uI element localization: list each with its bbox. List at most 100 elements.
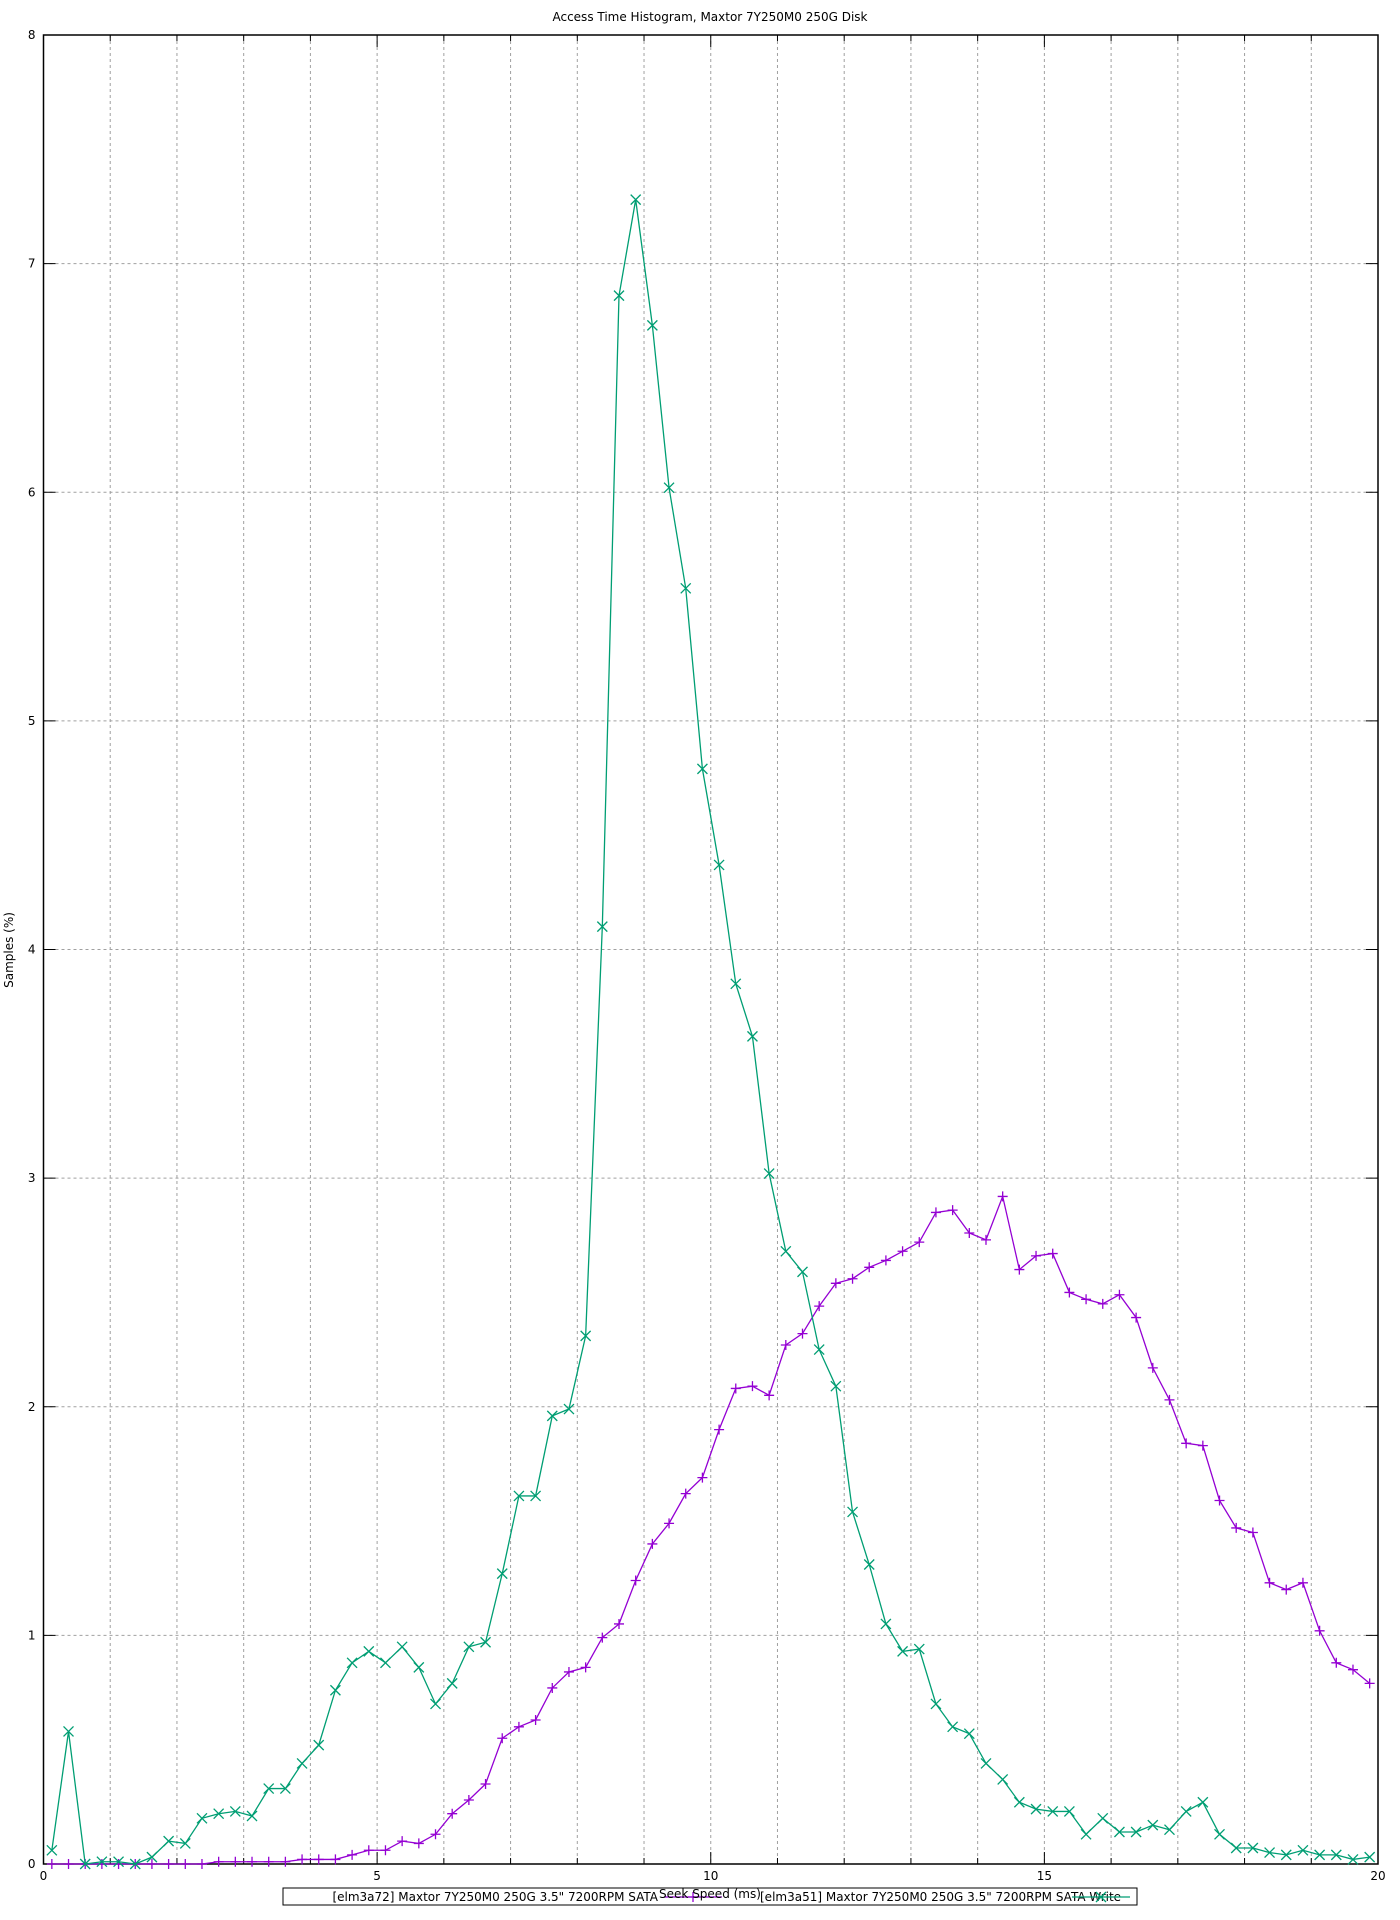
data-point [614, 1618, 625, 1629]
data-point [329, 1684, 341, 1696]
data-point [1214, 1495, 1225, 1506]
data-point [163, 1835, 175, 1847]
series-1 [46, 1191, 1375, 1869]
data-point [663, 482, 675, 494]
data-point [714, 1424, 725, 1435]
data-point [96, 1856, 108, 1868]
legend-label-series-1: [elm3a72] Maxtor 7Y250M0 250G 3.5" 7200R… [332, 1890, 658, 1904]
data-point [480, 1636, 492, 1648]
data-point [196, 1812, 208, 1824]
data-point [947, 1205, 958, 1216]
data-point [1047, 1248, 1058, 1259]
data-point [696, 763, 708, 775]
data-point [480, 1778, 491, 1789]
data-point [1130, 1826, 1142, 1838]
data-point [880, 1618, 892, 1630]
data-point [1297, 1844, 1309, 1856]
data-point [964, 1227, 975, 1238]
data-point [1347, 1664, 1358, 1675]
data-point [1180, 1805, 1192, 1817]
data-point [597, 1632, 608, 1643]
data-point [1264, 1847, 1276, 1859]
data-point [980, 1234, 991, 1245]
data-point [1097, 1298, 1108, 1309]
data-point [664, 1518, 675, 1529]
series-line-2 [51, 199, 1370, 1865]
y-tick-label: 5 [28, 714, 36, 728]
data-point [547, 1682, 558, 1693]
data-point [297, 1854, 308, 1865]
data-point [563, 1403, 575, 1415]
data-point [1197, 1440, 1208, 1451]
data-point [279, 1783, 291, 1795]
data-point [463, 1794, 474, 1805]
data-point [1364, 1851, 1376, 1863]
data-point [963, 1728, 975, 1740]
data-point [513, 1490, 525, 1502]
data-point [847, 1273, 858, 1284]
data-point [46, 1844, 58, 1856]
data-point [730, 978, 742, 990]
data-point [780, 1245, 792, 1257]
data-point [446, 1677, 458, 1689]
x-axis-label: Seek Speed (ms) [659, 1887, 761, 1901]
data-point [180, 1859, 191, 1869]
data-point [630, 1575, 641, 1586]
legend-sample-series-1 [664, 1892, 722, 1902]
data-point [530, 1490, 542, 1502]
data-point [396, 1641, 408, 1653]
data-point [864, 1262, 875, 1273]
x-tick-label: 5 [373, 1869, 381, 1883]
data-point [163, 1859, 174, 1869]
data-point [397, 1836, 408, 1847]
data-point [1097, 1812, 1109, 1824]
data-point [1264, 1577, 1275, 1588]
grid [43, 35, 1378, 1864]
legend-marker [688, 1892, 698, 1902]
data-point [1014, 1264, 1025, 1275]
data-point [430, 1829, 441, 1840]
y-tick-label: 4 [28, 943, 36, 957]
data-point [1197, 1796, 1209, 1808]
data-point [530, 1714, 541, 1725]
data-point [1147, 1362, 1158, 1373]
data-point [1297, 1577, 1308, 1588]
data-point [63, 1859, 74, 1869]
data-point [647, 1538, 658, 1549]
series-group [46, 194, 1376, 1870]
data-point [1364, 1678, 1375, 1689]
data-point [1164, 1394, 1175, 1405]
data-point [497, 1733, 508, 1744]
data-point [296, 1757, 308, 1769]
data-point [1331, 1657, 1342, 1668]
data-point [697, 1472, 708, 1483]
data-point [447, 1808, 458, 1819]
y-tick-label: 6 [28, 485, 36, 499]
data-point [596, 921, 608, 933]
data-point [613, 290, 625, 302]
data-point [1047, 1805, 1059, 1817]
data-point [1031, 1250, 1042, 1261]
data-point [1081, 1294, 1092, 1305]
data-point [1063, 1805, 1075, 1817]
data-point [1164, 1824, 1175, 1836]
data-point [797, 1328, 808, 1339]
data-point [797, 1266, 808, 1278]
x-tick-label: 0 [40, 1869, 48, 1883]
legend-sample-series-2 [1072, 1891, 1130, 1903]
legend-label-series-2: [elm3a51] Maxtor 7Y250M0 250G 3.5" 7200R… [760, 1890, 1121, 1904]
data-point [330, 1854, 341, 1865]
data-point [263, 1856, 274, 1867]
data-point [63, 1725, 74, 1737]
data-point [1347, 1853, 1359, 1865]
data-point [246, 1810, 258, 1822]
data-point [129, 1858, 141, 1870]
data-point [813, 1344, 825, 1356]
data-point [96, 1859, 107, 1869]
data-point [763, 1168, 775, 1180]
data-point [46, 1859, 57, 1869]
data-point [263, 1783, 275, 1795]
data-point [730, 1383, 741, 1394]
x-tick-label: 10 [703, 1869, 718, 1883]
